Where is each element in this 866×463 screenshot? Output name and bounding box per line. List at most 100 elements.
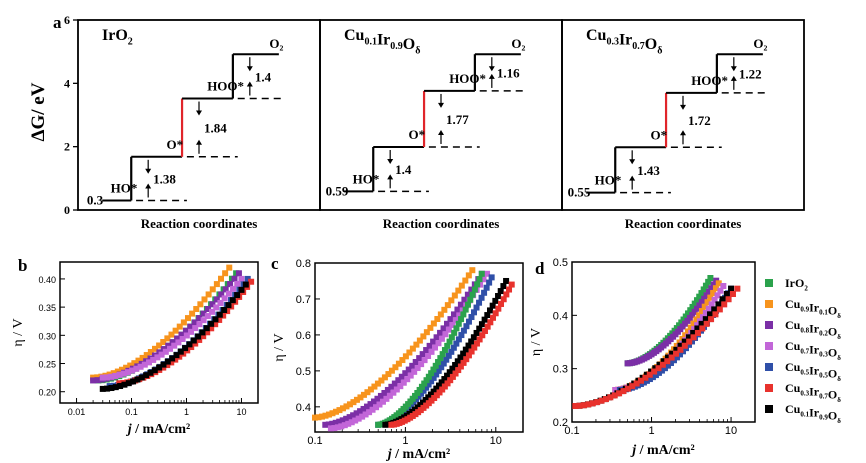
legend-label-part: Ir bbox=[809, 321, 820, 335]
data-point bbox=[374, 380, 381, 387]
data-point bbox=[242, 281, 249, 288]
data-point bbox=[174, 335, 181, 342]
data-point bbox=[589, 400, 596, 407]
data-point bbox=[721, 301, 728, 308]
x-axis-title-symbol: j bbox=[126, 422, 132, 437]
data-point bbox=[208, 320, 215, 327]
data-point bbox=[452, 317, 459, 324]
data-point bbox=[660, 358, 667, 365]
y-tick-label: 0.20 bbox=[38, 388, 56, 398]
legend-label-part: Ir bbox=[809, 300, 820, 314]
data-point bbox=[576, 402, 583, 409]
data-point bbox=[112, 372, 119, 379]
data-point bbox=[189, 310, 196, 317]
data-point bbox=[691, 326, 698, 333]
x-axis-title-symbol: j bbox=[630, 443, 636, 458]
state-label-O2: O₂ bbox=[511, 36, 525, 51]
legend-label: Cu0.7Ir0.3Oδ bbox=[785, 339, 841, 362]
data-point bbox=[701, 295, 708, 302]
data-point bbox=[454, 306, 461, 313]
data-point bbox=[193, 306, 200, 313]
data-point bbox=[685, 334, 692, 341]
data-point bbox=[238, 286, 245, 293]
x-tick-label: 1 bbox=[402, 435, 408, 447]
data-point bbox=[196, 315, 203, 322]
data-point bbox=[708, 285, 715, 292]
data-point bbox=[456, 312, 463, 319]
panel-c-letter: c bbox=[271, 254, 279, 273]
data-point bbox=[470, 334, 477, 341]
series-Cu0.3Ir0.7Od bbox=[572, 285, 741, 409]
data-point bbox=[131, 360, 138, 367]
series-Cu0.3Ir0.7Od bbox=[388, 281, 515, 428]
data-point bbox=[172, 327, 179, 334]
data-point bbox=[656, 361, 663, 368]
data-point bbox=[443, 356, 450, 363]
data-point bbox=[685, 310, 692, 317]
data-point bbox=[462, 306, 469, 313]
data-point bbox=[385, 371, 392, 378]
data-point bbox=[714, 292, 721, 299]
data-point bbox=[108, 385, 115, 392]
data-point bbox=[413, 341, 420, 348]
data-point bbox=[117, 383, 124, 390]
data-point bbox=[416, 386, 423, 393]
data-point bbox=[369, 406, 376, 413]
data-point bbox=[395, 360, 402, 367]
legend-label-sub: 0.1 bbox=[800, 410, 809, 418]
data-point bbox=[441, 383, 448, 390]
legend-label-sub: δ bbox=[837, 417, 841, 425]
legend: IrO2Cu0.9Ir0.1OδCu0.8Ir0.2OδCu0.7Ir0.3Oδ… bbox=[765, 276, 841, 425]
state-label-O: O* bbox=[650, 127, 667, 142]
data-point bbox=[190, 337, 197, 344]
data-point bbox=[315, 414, 322, 421]
data-point bbox=[419, 351, 426, 358]
data-point bbox=[676, 351, 683, 358]
data-point bbox=[360, 391, 367, 398]
data-point bbox=[334, 424, 341, 431]
legend-label-part: Ir bbox=[809, 405, 820, 419]
data-point bbox=[468, 348, 475, 355]
data-point bbox=[201, 296, 208, 303]
data-point bbox=[162, 348, 169, 355]
data-point bbox=[649, 374, 656, 381]
data-point bbox=[414, 389, 421, 396]
data-point bbox=[453, 325, 460, 332]
data-point bbox=[473, 340, 480, 347]
data-point bbox=[160, 361, 167, 368]
data-point bbox=[218, 291, 225, 298]
data-point bbox=[192, 340, 199, 347]
data-point bbox=[238, 275, 245, 282]
legend-label-sub: 0.1 bbox=[819, 309, 828, 317]
y-tick-label: 0.30 bbox=[38, 331, 56, 341]
data-point bbox=[667, 359, 674, 366]
data-point bbox=[167, 345, 174, 352]
data-point bbox=[312, 414, 318, 421]
data-point bbox=[450, 344, 457, 351]
step-energy-label: 1.16 bbox=[497, 66, 520, 81]
legend-label-sub: 0.5 bbox=[800, 368, 809, 376]
y-axis-title: η / V bbox=[11, 318, 26, 346]
x-tick-label: 10 bbox=[725, 425, 737, 437]
data-point bbox=[423, 347, 430, 354]
y-tick-label: 4 bbox=[64, 76, 70, 90]
data-point bbox=[669, 350, 676, 357]
data-point bbox=[457, 363, 464, 370]
data-point bbox=[689, 311, 696, 318]
data-point bbox=[646, 371, 653, 378]
energy-subpanel: IrO2 Reaction coordinates 1.38 1.84 1.4 0.3 HO… bbox=[77, 19, 321, 231]
data-point bbox=[455, 287, 462, 294]
data-point bbox=[209, 286, 216, 293]
data-point bbox=[690, 320, 697, 327]
data-point bbox=[445, 352, 452, 359]
data-point bbox=[465, 352, 472, 359]
data-point bbox=[390, 389, 397, 396]
data-point bbox=[134, 376, 141, 383]
subpanel-title-sub: δ bbox=[415, 45, 420, 56]
legend-label-sub: 2 bbox=[804, 284, 808, 292]
data-point bbox=[680, 316, 687, 323]
legend-label-sub: 0.2 bbox=[819, 330, 828, 338]
data-point bbox=[506, 286, 513, 293]
